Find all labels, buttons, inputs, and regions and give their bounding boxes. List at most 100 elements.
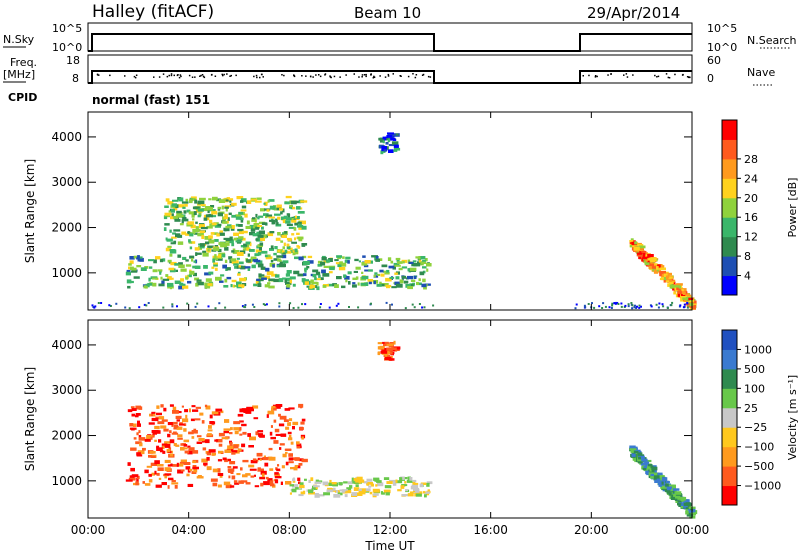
echo-cell [630, 449, 634, 453]
echo-cell [638, 306, 641, 309]
echo-cell [234, 265, 239, 269]
echo-cell [183, 423, 187, 426]
echo-cell [636, 452, 643, 456]
echo-cell [385, 492, 390, 496]
nave-dot [329, 76, 332, 78]
echo-cell [240, 198, 247, 203]
echo-cell [643, 464, 648, 467]
echo-cell [241, 480, 248, 483]
echo-cell [181, 405, 184, 408]
echo-cell [217, 212, 223, 217]
echo-cell [234, 430, 239, 435]
echo-cell [382, 136, 387, 141]
echo-cell [361, 271, 364, 274]
echo-cell [647, 254, 654, 258]
echo-cell [252, 458, 257, 461]
echo-cell [355, 479, 361, 483]
echo-cell [245, 410, 252, 414]
colorbar-segment [722, 446, 737, 467]
echo-cell [655, 303, 658, 306]
echo-cell [380, 273, 385, 277]
echo-cell [675, 495, 681, 499]
echo-cell [323, 492, 330, 496]
echo-cell [192, 229, 200, 233]
echo-cell [231, 214, 236, 218]
echo-cell [638, 304, 641, 307]
echo-cell [347, 487, 352, 491]
echo-cell [417, 491, 423, 495]
echo-cell [301, 458, 308, 463]
echo-cell [222, 264, 227, 269]
echo-cell [185, 276, 189, 280]
echo-cell [175, 444, 180, 447]
echo-cell [320, 277, 324, 280]
echo-cell [413, 263, 421, 267]
echo-cell [246, 200, 252, 204]
echo-cell [317, 264, 323, 267]
echo-cell [285, 217, 292, 221]
nave-dot [365, 75, 367, 78]
echo-cell [383, 347, 387, 351]
echo-cell [170, 450, 173, 453]
echo-cell [127, 285, 131, 289]
echo-cell [616, 302, 619, 304]
echo-cell [210, 478, 218, 482]
echo-cell [176, 305, 178, 308]
echo-cell [238, 284, 245, 288]
freq-label-line2: [MHz] [3, 68, 35, 81]
colorbar-tick-label: −25 [744, 421, 767, 434]
echo-cell [169, 453, 173, 457]
echo-cell [270, 483, 275, 487]
colorbar-tick-label: 1000 [744, 343, 772, 356]
echo-cell [249, 468, 257, 471]
echo-cell [191, 436, 195, 439]
echo-cell [344, 490, 351, 493]
echo-cell [652, 469, 657, 473]
echo-cell [218, 443, 223, 447]
echo-cell [189, 246, 193, 250]
echo-cell [154, 439, 157, 442]
echo-cell [178, 285, 184, 290]
echo-cell [296, 443, 302, 447]
echo-cell [189, 255, 195, 259]
echo-cell [320, 261, 326, 266]
echo-cell [279, 443, 285, 446]
echo-cell [206, 225, 213, 229]
echo-cell [211, 222, 217, 226]
nave-dot [422, 73, 425, 76]
echo-cell [668, 281, 674, 285]
echo-cell [292, 252, 296, 256]
echo-cell [256, 237, 263, 242]
echo-cell [272, 264, 275, 268]
echo-cell [224, 242, 230, 246]
echo-cell [641, 254, 644, 259]
echo-cell [170, 242, 176, 245]
echo-cell [681, 288, 687, 292]
nave-dot [96, 74, 99, 76]
echo-cell [294, 237, 296, 241]
echo-cell [416, 281, 420, 285]
echo-cell [169, 404, 174, 407]
echo-cell [217, 468, 221, 471]
echo-cell [165, 274, 169, 277]
echo-cell [412, 479, 417, 483]
echo-cell [650, 257, 657, 261]
echo-cell [296, 245, 299, 248]
echo-cell [312, 485, 317, 490]
echo-cell [388, 479, 396, 483]
echo-cell [238, 265, 241, 268]
echo-cell [195, 252, 198, 256]
echo-cell [194, 277, 200, 281]
echo-cell [681, 289, 684, 292]
echo-cell [127, 409, 133, 413]
echo-cell [300, 200, 308, 203]
echo-cell [640, 251, 647, 254]
echo-cell [335, 304, 338, 307]
echo-cell [315, 479, 319, 483]
echo-cell [665, 280, 669, 283]
echo-cell [152, 282, 157, 287]
colorbar-tick-label: 100 [744, 382, 765, 395]
echo-cell [286, 245, 291, 250]
echo-cell [288, 437, 293, 441]
